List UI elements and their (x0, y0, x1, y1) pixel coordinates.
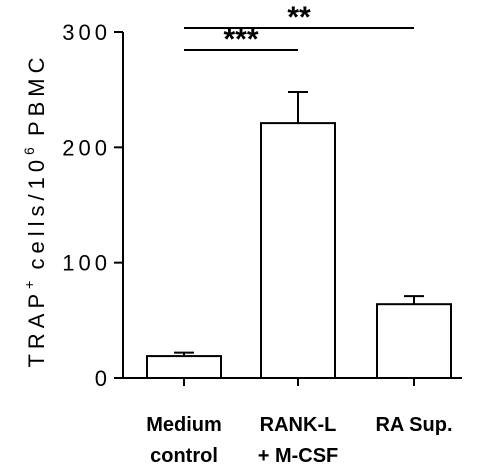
y-ticks: 0 100 200 300 (62, 20, 123, 391)
y-axis-title-suffix: PBMC (24, 52, 49, 147)
y-tick-label: 0 (95, 366, 111, 391)
category-label: RANK-L (260, 414, 337, 436)
category-labels: Medium control RANK-L + M-CSF RA Sup. (146, 414, 452, 467)
y-tick-label: 300 (62, 20, 111, 45)
bars (146, 90, 452, 386)
y-tick-label: 200 (62, 135, 111, 160)
category-label: Medium (146, 414, 222, 436)
y-axis-title: TRAP+ cells/106 PBMC (21, 52, 49, 367)
category-label: control (150, 445, 218, 467)
y-axis-title-sup2: 6 (21, 147, 37, 155)
y-axis-title-sup1: + (21, 281, 37, 289)
category-label: + M-CSF (258, 445, 339, 467)
y-axis-title-middle: cells/10 (24, 155, 49, 281)
y-tick-label: 100 (62, 251, 111, 276)
significance-brackets: ***** (184, 1, 414, 56)
bar (376, 303, 452, 380)
bar (260, 122, 336, 380)
y-axis-title-prefix: TRAP (24, 289, 49, 368)
bar (146, 355, 222, 380)
category-label: RA Sup. (375, 414, 452, 436)
significance-stars: ** (287, 1, 311, 34)
